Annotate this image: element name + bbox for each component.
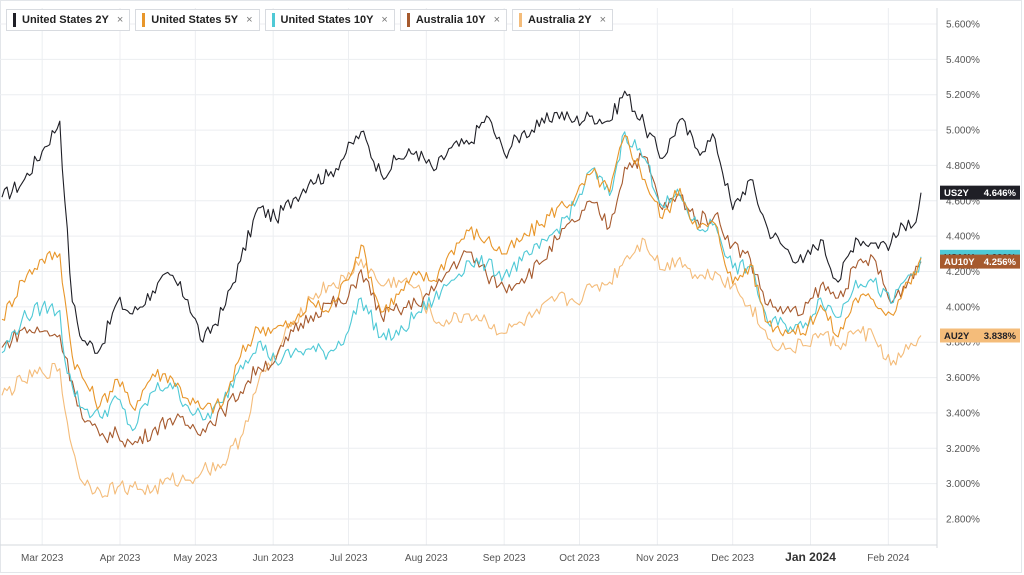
legend-item-3[interactable]: Australia 10Y × [399,9,507,31]
legend-item-1[interactable]: United States 5Y × [135,9,260,31]
x-tick-label: Dec 2023 [711,553,754,564]
badge-bg [940,254,1020,269]
series-line-us10y [1,131,922,432]
y-tick-label: 3.400% [946,408,980,419]
legend-swatch [519,13,522,27]
close-icon[interactable]: × [381,14,388,26]
y-tick-label: 5.600% [946,20,980,31]
badge-bg [940,328,1020,343]
legend-swatch [142,13,146,27]
x-tick-label: May 2023 [173,553,217,564]
badge-value: 4.646% [984,188,1017,199]
close-icon[interactable]: × [599,14,607,26]
series-line-us2y [1,90,922,354]
y-tick-label: 3.800% [946,338,980,349]
y-tick-label: 4.800% [946,161,980,172]
legend-item-0[interactable]: United States 2Y × [6,9,131,31]
x-tick-label: Feb 2024 [867,553,910,564]
y-tick-label: 4.600% [946,196,980,207]
badge-name: AU10Y [944,257,975,268]
x-tick-label: Jan 2024 [785,550,836,564]
legend-label: United States 5Y [151,14,239,26]
legend-item-2[interactable]: United States 10Y × [264,9,395,31]
y-tick-label: 5.400% [946,55,980,66]
series-line-au2y [1,237,922,498]
legend-item-4[interactable]: Australia 2Y × [512,9,614,31]
legend-label: United States 2Y [22,14,109,26]
y-tick-label: 3.200% [946,444,980,455]
close-icon[interactable]: × [116,14,124,26]
y-tick-label: 3.000% [946,479,980,490]
x-tick-label: Oct 2023 [559,553,600,564]
x-tick-label: Nov 2023 [636,553,679,564]
badge-value: 4.256% [984,257,1017,268]
badge-value: 3.838% [984,331,1017,342]
x-tick-label: Apr 2023 [100,553,141,564]
legend: United States 2Y × United States 5Y × United… [6,9,614,33]
x-tick-label: Mar 2023 [21,553,64,564]
legend-label: United States 10Y [280,14,374,26]
badge-name: AU2Y [944,331,970,342]
y-tick-label: 3.600% [946,373,980,384]
series-line-au10y [1,152,922,448]
value-badge-au2y: AU2Y 3.838% [940,328,1020,343]
x-tick-label: Sep 2023 [483,553,526,564]
legend-swatch [406,13,410,27]
value-badge-au10y: AU10Y 4.256% [940,254,1020,269]
x-tick-label: Jun 2023 [253,553,295,564]
close-icon[interactable]: × [493,14,500,26]
series-line-us5y [1,134,922,414]
y-tick-label: 4.000% [946,302,980,313]
y-tick-label: 5.200% [946,90,980,101]
badge-bg [940,185,1020,200]
value-badge-us2y: US2Y 4.646% [940,185,1020,200]
x-tick-label: Jul 2023 [330,553,368,564]
close-icon[interactable]: × [246,14,253,26]
y-tick-label: 2.800% [946,515,980,526]
legend-swatch [13,13,16,27]
x-tick-label: Aug 2023 [405,553,448,564]
legend-swatch [271,13,275,27]
badge-name: US2Y [944,188,969,199]
y-tick-label: 4.200% [946,267,980,278]
y-tick-label: 4.400% [946,232,980,243]
legend-label: Australia 10Y [415,14,486,26]
y-tick-label: 5.000% [946,126,980,137]
legend-label: Australia 2Y [528,14,592,26]
